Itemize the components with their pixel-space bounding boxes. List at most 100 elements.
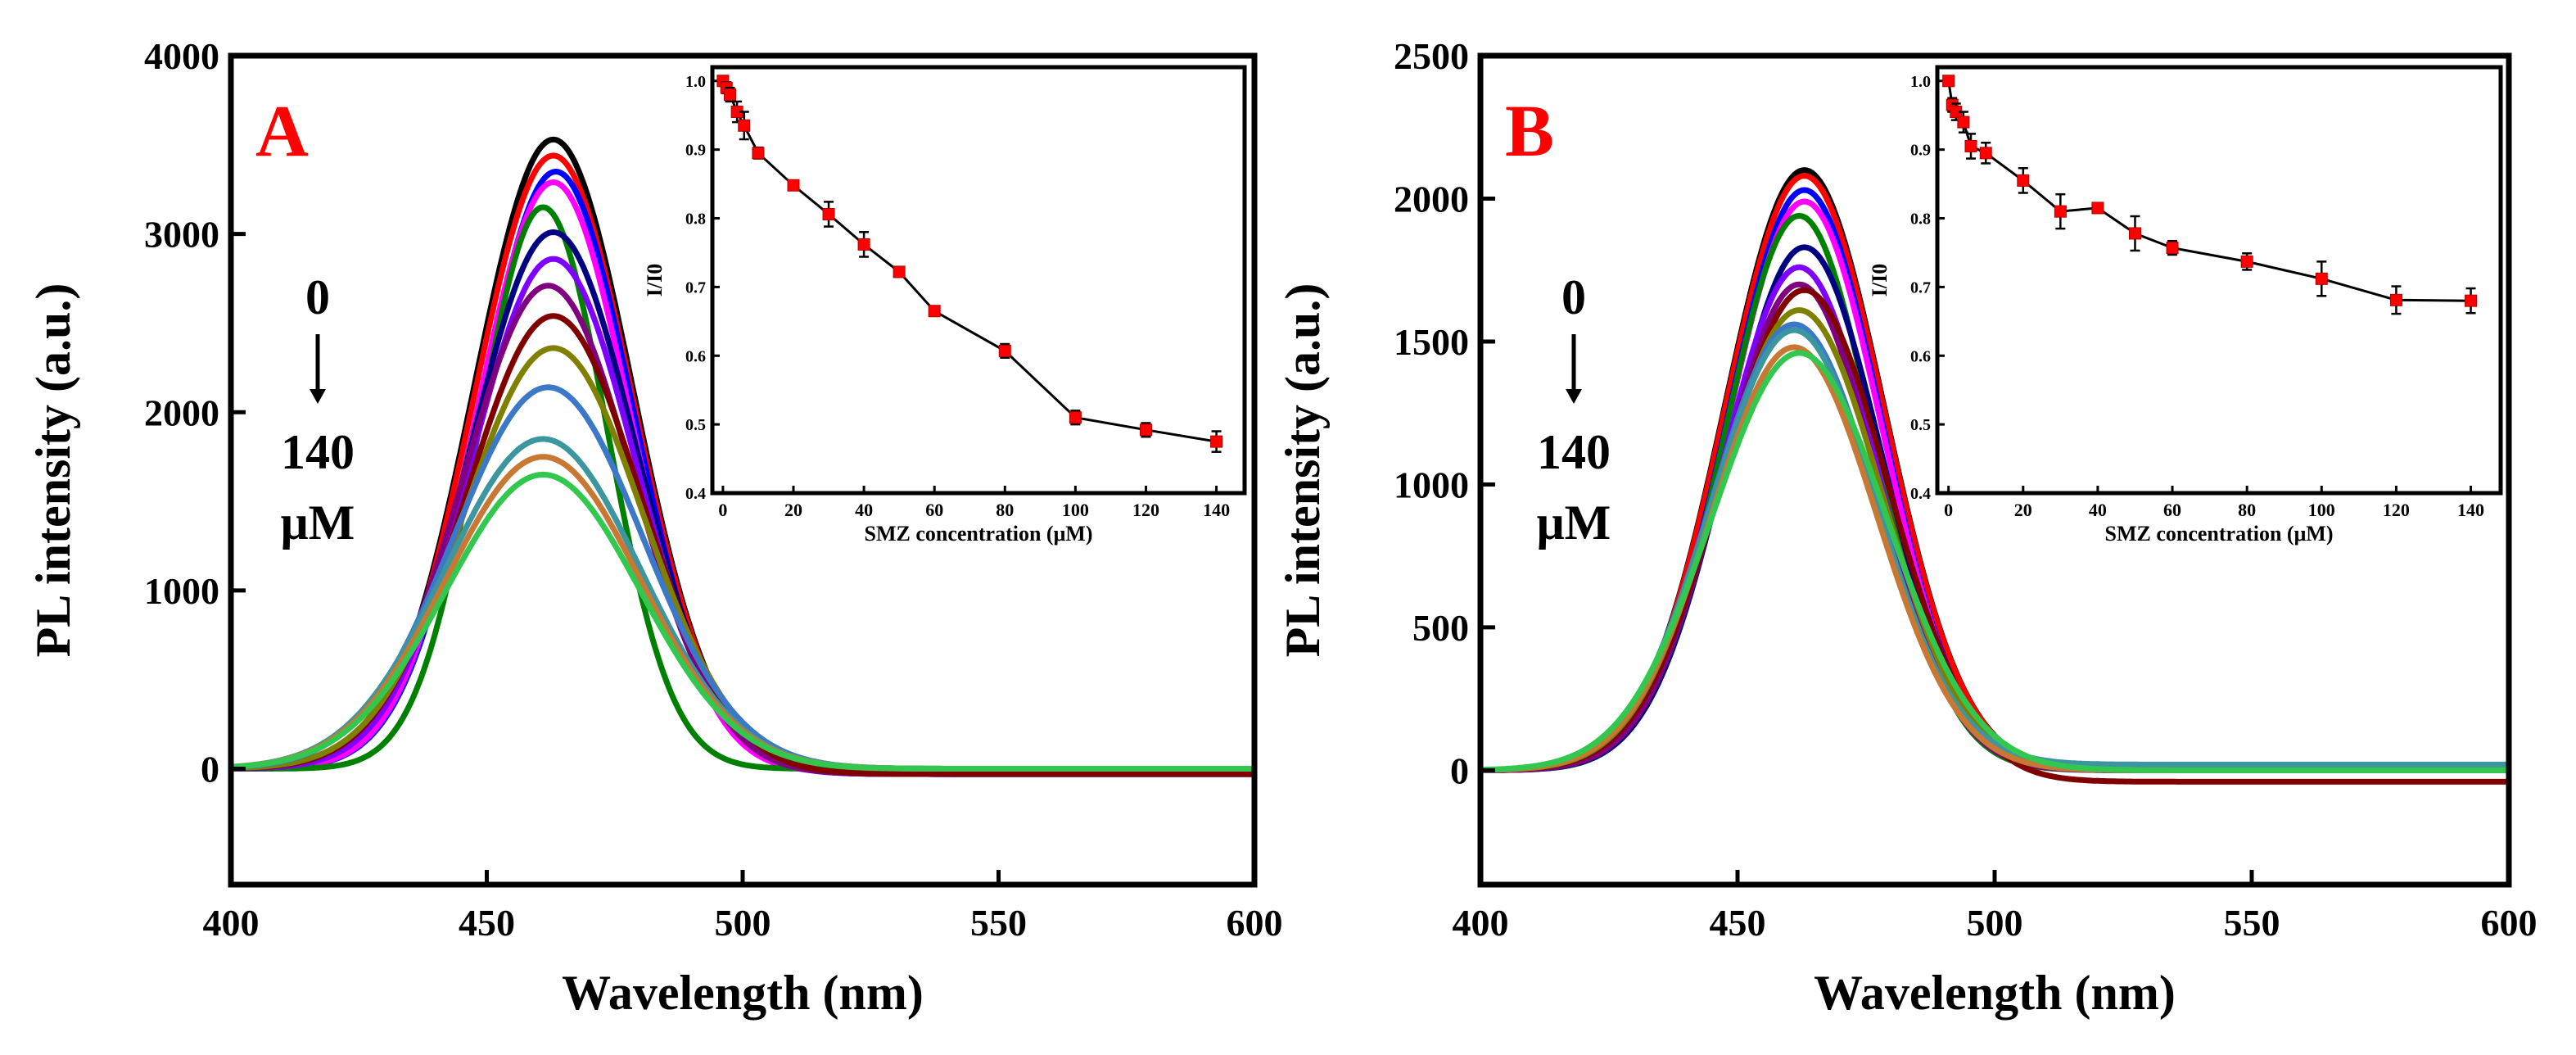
inset-y-tick-label: 0.8 bbox=[685, 211, 706, 229]
x-tick-label: 500 bbox=[715, 902, 771, 944]
spectrum-line-13 bbox=[1480, 350, 2509, 773]
inset-data-point bbox=[2166, 242, 2179, 255]
inset-data-point bbox=[2017, 174, 2030, 187]
y-axis-title: PL intensity (a.u.) bbox=[1276, 283, 1330, 658]
inset-data-point bbox=[738, 119, 751, 132]
inset-y-tick-label: 0.4 bbox=[685, 485, 706, 503]
inset-data-point bbox=[1069, 411, 1082, 424]
y-tick-label: 500 bbox=[1412, 607, 1469, 649]
x-tick-label: 500 bbox=[1967, 902, 2023, 944]
panel-letter: A bbox=[255, 91, 309, 172]
inset-B: 0 20 40 60 80 100 120 140 0.4 0.5 0.6 0.7 0.8 0.9 1.0 S… bbox=[1868, 65, 2503, 546]
inset-y-tick-label: 0.5 bbox=[1910, 416, 1931, 434]
annotation-end-unit: μM bbox=[281, 496, 355, 550]
annotation-end-unit: μM bbox=[1537, 496, 1611, 550]
inset-y-tick-label: 0.5 bbox=[685, 416, 706, 434]
inset-data-point bbox=[1210, 435, 1223, 448]
annotation-end-value: 140 bbox=[281, 425, 355, 479]
y-tick-label: 0 bbox=[201, 749, 219, 790]
inset-frame bbox=[710, 65, 1247, 496]
y-tick-label: 1500 bbox=[1394, 321, 1469, 363]
y-tick-label: 2000 bbox=[144, 392, 219, 433]
y-tick-label: 0 bbox=[1450, 749, 1469, 791]
inset-data-point bbox=[2315, 272, 2328, 285]
inset-x-tick-label: 0 bbox=[1944, 500, 1953, 520]
spectra-B bbox=[1480, 167, 2509, 785]
inset-x-tick-label: 100 bbox=[2308, 500, 2335, 520]
inset-x-title: SMZ concentration (μM) bbox=[2104, 522, 2333, 546]
inset-x-tick-label: 20 bbox=[2014, 500, 2032, 520]
inset-A: 0 20 40 60 80 100 120 140 0.4 0.5 0.6 0.7 0.8 0.9 1.0 S… bbox=[643, 65, 1247, 546]
y-tick-label: 2500 bbox=[1394, 35, 1469, 77]
inset-y-tick-label: 0.4 bbox=[1910, 485, 1931, 503]
inset-data-point bbox=[2240, 255, 2253, 268]
inset-data-point bbox=[1979, 147, 1992, 160]
inset-x-tick-label: 80 bbox=[2238, 500, 2256, 520]
spectrum-line-13 bbox=[231, 471, 1254, 772]
inset-x-tick-label: 60 bbox=[925, 500, 943, 520]
y-tick-label: 4000 bbox=[144, 35, 219, 77]
inset-data-point bbox=[857, 238, 870, 251]
inset-frame bbox=[1935, 65, 2503, 496]
y-tick-label: 1000 bbox=[144, 570, 219, 612]
panel-letter: B bbox=[1505, 91, 1554, 172]
inset-data-point bbox=[822, 207, 835, 220]
inset-data-point bbox=[928, 305, 941, 318]
inset-x-tick-label: 60 bbox=[2163, 500, 2181, 520]
x-tick-label: 550 bbox=[2224, 902, 2280, 944]
inset-x-tick-label: 120 bbox=[2383, 500, 2410, 520]
inset-data-point bbox=[2091, 201, 2104, 215]
inset-x-tick-label: 0 bbox=[718, 500, 727, 520]
inset-y-tick-label: 0.7 bbox=[1910, 278, 1931, 297]
inset-y-tick-label: 1.0 bbox=[685, 73, 706, 91]
inset-y-tick-label: 0.6 bbox=[1910, 347, 1931, 365]
annotation-arrow-head bbox=[310, 389, 326, 404]
inset-x-tick-label: 100 bbox=[1062, 500, 1089, 520]
spectra-A bbox=[231, 136, 1254, 777]
x-tick-label: 450 bbox=[459, 902, 515, 944]
inset-data-point bbox=[724, 88, 737, 102]
inset-x-tick-label: 120 bbox=[1132, 500, 1159, 520]
inset-data-point bbox=[1957, 115, 1970, 129]
annotation-start: 0 bbox=[305, 270, 330, 324]
inset-data-point bbox=[2128, 227, 2141, 240]
inset-y-title: I/I0 bbox=[643, 264, 667, 297]
x-tick-label: 400 bbox=[203, 902, 260, 944]
inset-data-point bbox=[1942, 75, 1955, 88]
inset-x-tick-label: 40 bbox=[2089, 500, 2107, 520]
y-tick-label: 1000 bbox=[1394, 464, 1469, 505]
inset-x-tick-label: 140 bbox=[1203, 500, 1230, 520]
inset-x-title: SMZ concentration (μM) bbox=[864, 522, 1092, 546]
x-tick-label: 550 bbox=[970, 902, 1027, 944]
inset-data-point bbox=[752, 147, 765, 160]
inset-y-tick-label: 0.7 bbox=[685, 278, 706, 297]
panel-A: 400 450 500 550 60001000200030004000Waveleng… bbox=[26, 35, 1283, 1020]
inset-data-point bbox=[2389, 293, 2402, 306]
panel-B: 400 450 500 550 60005001000150020002500Wavel… bbox=[1276, 35, 2538, 1020]
inset-data-point bbox=[998, 344, 1011, 357]
inset-y-tick-label: 0.6 bbox=[685, 347, 706, 365]
annotation-start: 0 bbox=[1561, 270, 1586, 324]
inset-data-point bbox=[893, 265, 906, 278]
inset-data-point bbox=[1139, 423, 1152, 437]
y-tick-label: 3000 bbox=[144, 214, 219, 256]
inset-y-tick-label: 0.8 bbox=[1910, 211, 1931, 229]
inset-data-point bbox=[787, 179, 800, 192]
inset-data-point bbox=[1964, 139, 1977, 152]
annotation-arrow-head bbox=[1566, 389, 1582, 404]
y-tick-label: 2000 bbox=[1394, 178, 1469, 220]
inset-data-point bbox=[2465, 294, 2478, 307]
inset-x-tick-label: 40 bbox=[855, 500, 873, 520]
x-tick-label: 600 bbox=[1227, 902, 1283, 944]
inset-x-tick-label: 20 bbox=[784, 500, 802, 520]
x-tick-label: 400 bbox=[1453, 902, 1509, 944]
inset-x-tick-label: 80 bbox=[996, 500, 1014, 520]
inset-data-point bbox=[2054, 205, 2067, 218]
annotation-end-value: 140 bbox=[1537, 425, 1611, 479]
y-axis-title: PL intensity (a.u.) bbox=[26, 283, 80, 658]
inset-y-tick-label: 0.9 bbox=[685, 142, 706, 160]
x-axis-title: Wavelength (nm) bbox=[1814, 966, 2176, 1020]
inset-y-tick-label: 1.0 bbox=[1910, 73, 1931, 91]
inset-y-tick-label: 0.9 bbox=[1910, 142, 1931, 160]
